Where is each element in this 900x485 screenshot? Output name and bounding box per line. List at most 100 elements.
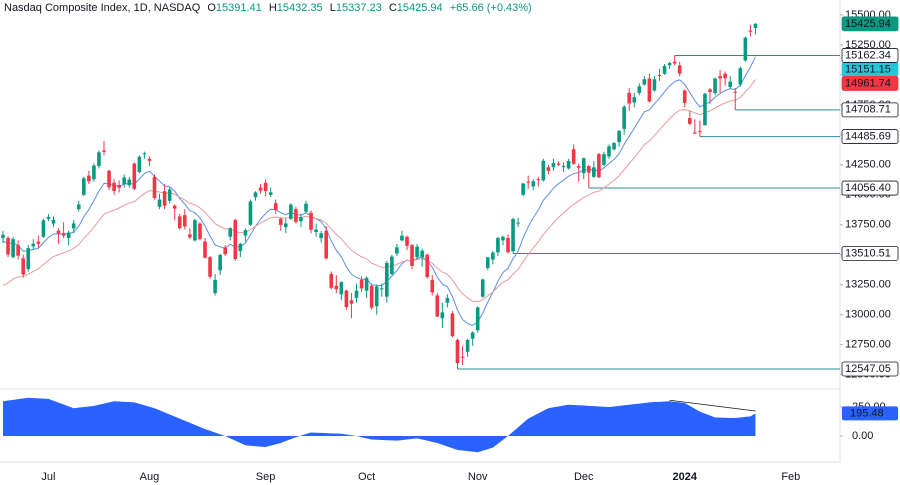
y-tick-label: 13750.00 xyxy=(845,219,891,231)
symbol-title: Nasdaq Composite Index, 1D, NASDAQ xyxy=(4,2,201,14)
candle-body xyxy=(420,250,424,258)
price-label-box xyxy=(841,102,899,118)
candle-body xyxy=(617,130,621,143)
candle-body xyxy=(597,154,601,178)
ohlc-value: 15337.23 xyxy=(336,2,382,14)
candle-body xyxy=(667,63,672,66)
candle-body xyxy=(324,230,328,259)
candle-body xyxy=(546,167,551,171)
candle-body xyxy=(607,146,611,157)
candle-body xyxy=(662,66,667,74)
candle-body xyxy=(76,204,81,210)
candle-body xyxy=(435,295,440,317)
candle-body xyxy=(228,228,233,237)
candle-body xyxy=(450,313,455,337)
candle-body xyxy=(172,205,177,209)
candle-body xyxy=(587,166,591,173)
candle-body xyxy=(198,223,202,239)
x-tick-label: Jul xyxy=(41,471,55,483)
candle-body xyxy=(137,156,142,173)
candle-body xyxy=(698,131,702,133)
moving-average-line xyxy=(2,79,756,303)
candle-body xyxy=(183,215,187,227)
oscillator-area xyxy=(3,397,756,453)
candle-body xyxy=(26,248,31,270)
candle-body xyxy=(632,97,637,103)
candle-body xyxy=(208,257,212,277)
ohlc-key: C xyxy=(389,2,397,14)
price-label-box xyxy=(841,246,899,261)
candle-body xyxy=(193,220,197,241)
candle-body xyxy=(309,212,313,230)
candle-body xyxy=(177,216,182,229)
candle-body xyxy=(566,160,571,169)
ohlc-value: 15391.41 xyxy=(216,2,262,14)
candle-body xyxy=(672,61,677,64)
candle-body xyxy=(470,332,475,339)
candle-body xyxy=(571,149,576,164)
price-label: 13510.51 xyxy=(845,247,891,259)
candle-body xyxy=(581,158,586,174)
candle-body xyxy=(708,89,712,93)
price-label: 14708.71 xyxy=(845,104,891,116)
price-label: 12547.05 xyxy=(845,363,891,375)
candle-body xyxy=(253,192,258,198)
candle-body xyxy=(243,230,248,236)
oscillator-label: 195.48 xyxy=(850,407,884,419)
candle-body xyxy=(41,220,46,237)
candle-body xyxy=(400,235,404,241)
candle-body xyxy=(188,234,192,238)
candle-body xyxy=(642,79,647,85)
x-tick-label: 2024 xyxy=(673,471,698,483)
y-tick-label: 12750.00 xyxy=(845,339,891,351)
candle-body xyxy=(430,279,435,293)
candle-body xyxy=(526,181,530,183)
candle-body xyxy=(602,154,606,165)
candle-body xyxy=(97,152,101,167)
y-tick-label: 14250.00 xyxy=(845,159,891,171)
candle-body xyxy=(516,222,520,224)
candle-body xyxy=(294,209,298,222)
ohlc-key: O xyxy=(207,2,216,14)
candle-body xyxy=(263,182,268,192)
candle-body xyxy=(374,286,379,307)
price-label-box xyxy=(841,361,899,377)
candle-body xyxy=(132,163,137,189)
candle-body xyxy=(657,74,662,76)
candle-body xyxy=(385,263,389,297)
candle-body xyxy=(66,232,71,238)
candle-body xyxy=(415,246,419,258)
candle-body xyxy=(460,356,465,358)
y2-tick-label: 0.00 xyxy=(852,430,873,442)
candle-body xyxy=(506,237,510,253)
candle-body xyxy=(56,230,61,234)
candle-body xyxy=(551,163,556,168)
candle-body xyxy=(319,233,323,238)
candle-body xyxy=(713,78,717,93)
candle-body xyxy=(258,187,263,191)
candle-body xyxy=(612,143,616,150)
candle-body xyxy=(480,279,485,297)
candle-body xyxy=(486,257,490,268)
candle-body xyxy=(339,282,344,295)
candle-body xyxy=(304,203,308,212)
candle-body xyxy=(445,298,450,303)
candle-body xyxy=(682,90,687,104)
candle-body xyxy=(395,247,399,254)
candle-body xyxy=(592,167,596,177)
candle-body xyxy=(531,181,536,187)
candle-body xyxy=(92,165,96,180)
x-tick-label: Feb xyxy=(781,471,800,483)
price-label: 14961.74 xyxy=(845,77,891,89)
candle-body xyxy=(536,179,541,181)
candle-body xyxy=(278,218,283,225)
candle-body xyxy=(102,150,106,152)
candle-body xyxy=(112,182,116,191)
candle-body xyxy=(647,78,652,102)
candle-body xyxy=(238,243,243,252)
candle-body xyxy=(364,277,369,291)
candle-body xyxy=(248,201,253,225)
